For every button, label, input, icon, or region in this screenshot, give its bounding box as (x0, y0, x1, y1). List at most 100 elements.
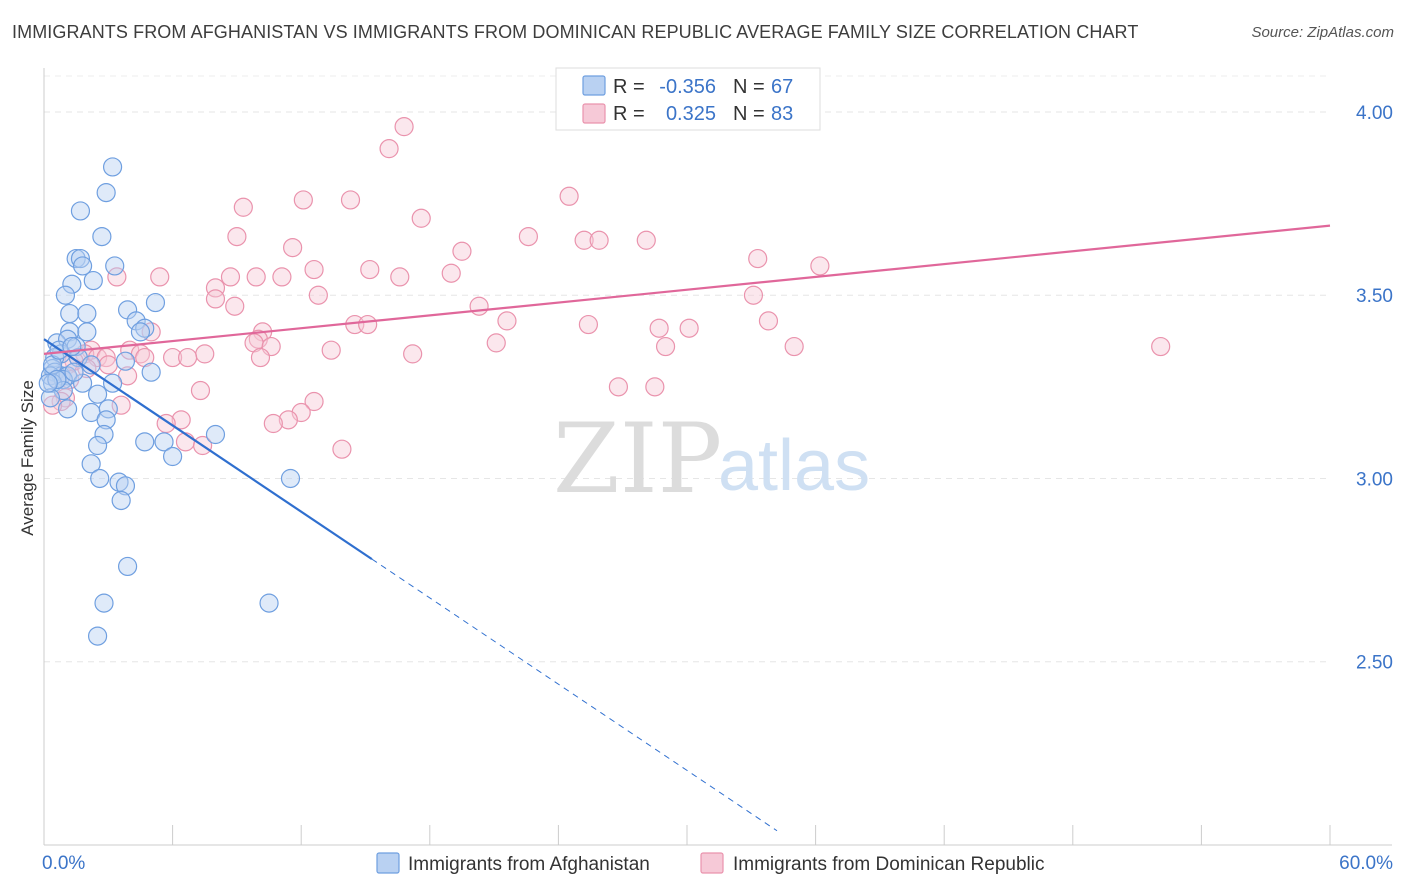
data-point-0-18 (77, 322, 97, 342)
data-point-0-4 (66, 248, 86, 269)
data-point-1-1 (379, 139, 399, 159)
legend-n-label-afghanistan: N = (733, 76, 765, 98)
data-point-1-4 (340, 190, 361, 210)
data-point-0-56 (111, 490, 131, 511)
data-point-1-10 (589, 230, 609, 250)
data-point-1-13 (452, 241, 472, 261)
data-point-1-8 (518, 226, 538, 247)
data-point-0-65 (64, 362, 84, 382)
data-point-1-6 (411, 208, 431, 228)
data-point-0-46 (94, 424, 114, 445)
legend-r-value-dominican: 0.325 (666, 103, 716, 125)
data-point-1-69 (190, 380, 211, 401)
data-point-1-16 (304, 259, 324, 280)
trend-line-afghanistan (43, 338, 373, 561)
data-point-1-82 (332, 439, 352, 459)
data-point-0-51 (81, 454, 101, 474)
data-point-0-9 (62, 274, 82, 294)
data-point-1-80 (175, 432, 196, 452)
data-point-1-77 (278, 410, 298, 430)
data-points (38, 117, 1171, 646)
data-point-0-52 (90, 468, 110, 489)
data-point-0-14 (77, 303, 97, 324)
legend-swatch-afghanistan (582, 75, 606, 96)
chart-title: IMMIGRANTS FROM AFGHANISTAN VS IMMIGRANT… (12, 22, 1139, 42)
data-point-1-27 (205, 289, 226, 309)
data-point-1-39 (141, 322, 161, 342)
data-point-0-47 (87, 435, 108, 456)
data-point-0-39 (87, 384, 108, 404)
watermark-atlas: atlas (718, 426, 870, 506)
y-tick-label-3: 4.00 (1356, 103, 1393, 124)
data-point-0-40 (40, 388, 61, 408)
trend-line-dominican (43, 224, 1331, 355)
legend-r-value-afghanistan: -0.356 (659, 76, 716, 98)
data-point-1-58 (250, 347, 271, 368)
axes (43, 68, 1392, 846)
data-point-1-30 (469, 296, 489, 316)
data-point-0-45 (205, 424, 226, 445)
data-point-1-31 (497, 311, 517, 331)
data-point-1-29 (225, 296, 245, 316)
data-point-0-10 (55, 285, 76, 305)
data-point-1-12 (283, 237, 303, 258)
data-point-1-44 (321, 340, 341, 360)
data-point-0-57 (117, 556, 138, 577)
data-point-0-7 (105, 256, 125, 276)
data-point-1-2 (559, 186, 579, 206)
series-legend: Immigrants from Afghanistan Immigrants f… (376, 852, 1045, 875)
data-point-1-32 (758, 311, 779, 331)
data-point-1-28 (743, 285, 764, 305)
gridlines (44, 75, 1330, 663)
data-point-0-0 (102, 157, 123, 177)
y-tick-label-1: 3.00 (1356, 469, 1393, 490)
data-point-1-21 (246, 267, 266, 287)
series-swatch-dominican (700, 852, 724, 874)
data-point-0-66 (38, 373, 58, 393)
data-point-0-48 (135, 432, 155, 452)
source-credit: Source: ZipAtlas.com (1251, 24, 1394, 41)
data-point-1-56 (163, 347, 183, 368)
data-point-1-37 (679, 318, 699, 338)
x-tick-label-1: 60.0% (1339, 853, 1393, 874)
data-point-1-0 (394, 117, 414, 137)
watermark-zip: ZIP (553, 403, 722, 515)
data-point-1-23 (390, 267, 410, 287)
data-point-1-47 (1151, 336, 1171, 357)
data-point-0-3 (92, 226, 112, 247)
data-point-1-3 (293, 190, 313, 210)
y-tick-label-0: 2.50 (1356, 653, 1393, 674)
data-point-1-36 (649, 318, 669, 338)
x-tick-label-0: 0.0% (42, 853, 85, 874)
data-point-1-46 (784, 336, 804, 357)
series-points-0 (38, 157, 301, 646)
data-point-1-9 (574, 230, 594, 250)
series-swatch-afghanistan (376, 852, 400, 874)
data-point-1-79 (263, 413, 283, 434)
data-point-0-6 (72, 256, 93, 276)
series-points-1 (42, 117, 1171, 459)
watermark: ZIP atlas (553, 403, 870, 515)
legend-n-value-dominican: 83 (771, 103, 793, 125)
trend-line-afghanistan-extension (371, 558, 778, 832)
data-point-1-19 (150, 267, 170, 287)
legend: R = -0.356 N = 67 R = 0.325 N = 83 (555, 67, 821, 131)
data-point-1-45 (655, 336, 676, 357)
data-point-1-68 (645, 377, 665, 397)
data-point-1-25 (205, 278, 226, 298)
data-point-1-61 (98, 355, 118, 375)
data-point-0-54 (115, 476, 136, 496)
series-label-dominican: Immigrants from Dominican Republic (733, 854, 1045, 875)
data-point-0-35 (141, 362, 161, 382)
data-point-1-17 (360, 259, 380, 280)
data-point-1-14 (748, 248, 768, 269)
data-point-1-57 (178, 347, 198, 368)
data-point-1-7 (227, 226, 247, 247)
x-tick-labels: 0.0% 60.0% (42, 853, 1393, 874)
legend-r-label-dominican: R = (613, 103, 645, 125)
data-point-1-20 (220, 267, 241, 287)
y-tick-labels: 2.50 3.00 3.50 4.00 (1356, 103, 1393, 674)
legend-n-value-afghanistan: 67 (771, 76, 793, 98)
data-point-0-27 (115, 351, 136, 371)
